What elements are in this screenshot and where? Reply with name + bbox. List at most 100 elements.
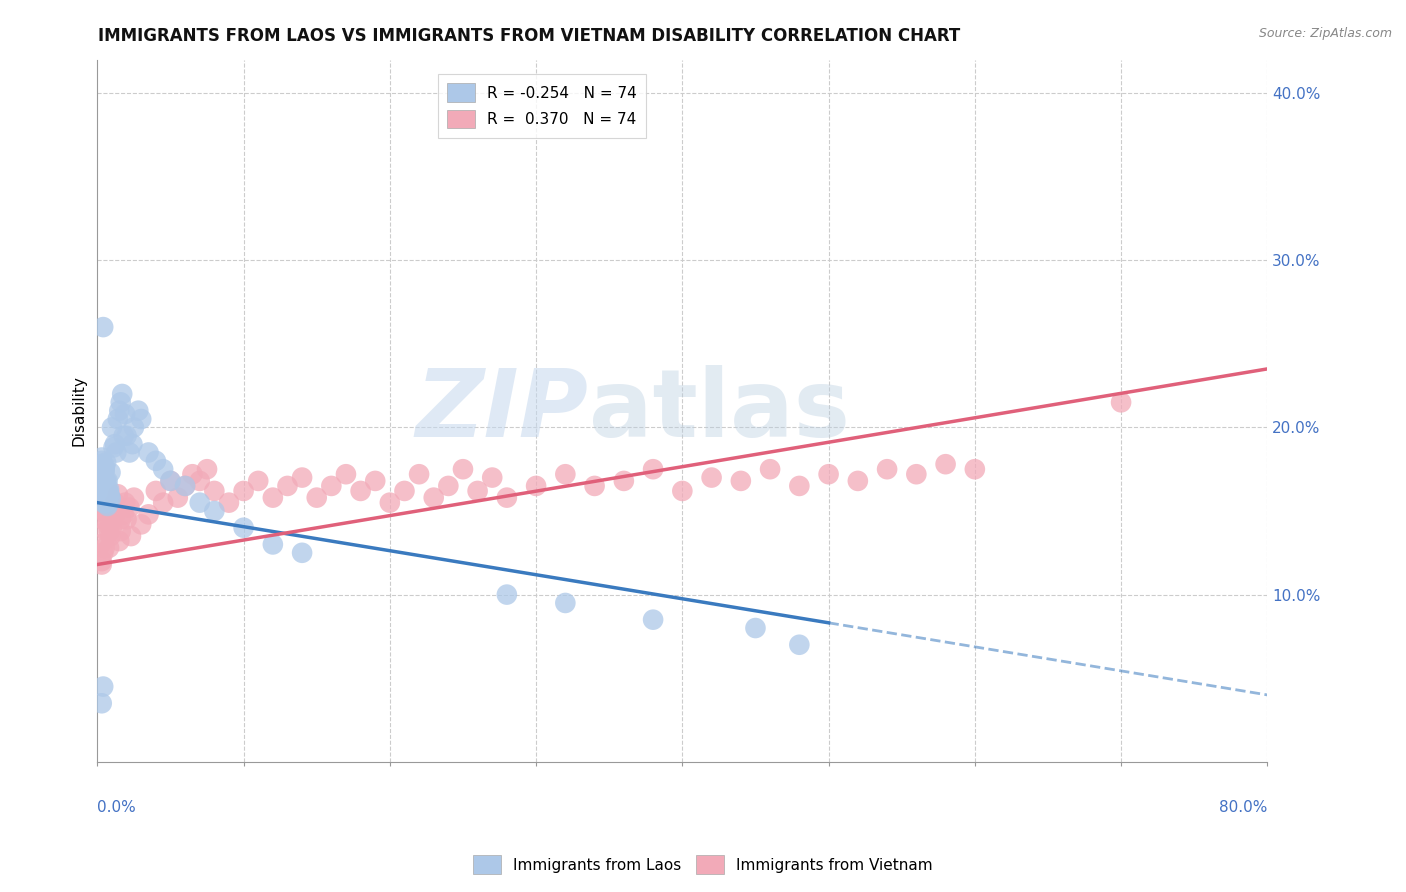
Point: [98, 487, 121, 501]
Point: [89, 537, 111, 551]
Point: [195, 462, 218, 476]
Point: [101, 521, 124, 535]
Point: [107, 487, 129, 501]
Point: [247, 474, 270, 488]
Point: [101, 420, 124, 434]
Point: [120, 529, 142, 543]
Point: [91, 472, 114, 486]
Point: [138, 445, 160, 459]
Y-axis label: Disability: Disability: [72, 376, 86, 446]
Point: [759, 462, 782, 476]
Point: [700, 470, 723, 484]
Point: [94, 483, 117, 498]
Point: [97, 494, 120, 508]
Point: [90, 696, 112, 710]
Point: [349, 483, 371, 498]
Point: [93, 479, 115, 493]
Point: [524, 479, 547, 493]
Point: [145, 483, 167, 498]
Point: [100, 491, 122, 505]
Point: [90, 454, 112, 468]
Point: [108, 403, 131, 417]
Point: [422, 491, 444, 505]
Point: [100, 529, 122, 543]
Text: 0.0%: 0.0%: [97, 800, 136, 815]
Point: [145, 454, 167, 468]
Point: [94, 474, 117, 488]
Point: [127, 403, 149, 417]
Point: [181, 467, 204, 482]
Point: [91, 546, 114, 560]
Point: [744, 621, 766, 635]
Point: [188, 474, 211, 488]
Point: [94, 481, 117, 495]
Point: [335, 467, 357, 482]
Point: [122, 420, 145, 434]
Point: [89, 470, 111, 484]
Point: [174, 479, 197, 493]
Point: [97, 517, 120, 532]
Point: [93, 541, 115, 555]
Point: [105, 445, 128, 459]
Point: [98, 487, 121, 501]
Point: [90, 558, 112, 572]
Point: [118, 445, 141, 459]
Point: [291, 546, 314, 560]
Point: [107, 412, 129, 426]
Point: [98, 541, 121, 555]
Point: [104, 496, 127, 510]
Point: [218, 496, 240, 510]
Point: [583, 479, 606, 493]
Point: [495, 491, 517, 505]
Point: [118, 500, 141, 515]
Point: [408, 467, 430, 482]
Point: [97, 497, 120, 511]
Point: [98, 524, 121, 538]
Point: [643, 613, 665, 627]
Point: [202, 483, 225, 498]
Point: [495, 588, 517, 602]
Point: [291, 470, 314, 484]
Point: [110, 512, 132, 526]
Point: [121, 437, 143, 451]
Point: [91, 469, 114, 483]
Point: [110, 395, 132, 409]
Point: [93, 462, 115, 476]
Legend: R = -0.254   N = 74, R =  0.370   N = 74: R = -0.254 N = 74, R = 0.370 N = 74: [439, 74, 645, 137]
Point: [112, 429, 135, 443]
Point: [90, 479, 112, 493]
Point: [152, 496, 174, 510]
Point: [90, 462, 112, 476]
Point: [94, 508, 117, 522]
Point: [166, 491, 188, 505]
Point: [91, 496, 114, 510]
Text: atlas: atlas: [589, 365, 849, 457]
Point: [138, 508, 160, 522]
Point: [122, 491, 145, 505]
Point: [467, 483, 489, 498]
Text: ZIP: ZIP: [416, 365, 589, 457]
Point: [321, 479, 343, 493]
Point: [789, 479, 811, 493]
Point: [91, 680, 114, 694]
Point: [98, 483, 121, 497]
Point: [876, 462, 898, 476]
Point: [232, 483, 254, 498]
Point: [97, 499, 120, 513]
Point: [129, 412, 152, 426]
Point: [104, 508, 127, 522]
Point: [188, 496, 211, 510]
Point: [91, 320, 114, 334]
Text: 80.0%: 80.0%: [1219, 800, 1267, 815]
Point: [94, 496, 117, 510]
Point: [671, 483, 693, 498]
Point: [98, 489, 121, 503]
Point: [846, 474, 869, 488]
Point: [93, 477, 115, 491]
Point: [108, 534, 131, 549]
Point: [437, 479, 460, 493]
Point: [103, 441, 125, 455]
Point: [174, 479, 197, 493]
Point: [1109, 395, 1132, 409]
Point: [115, 512, 138, 526]
